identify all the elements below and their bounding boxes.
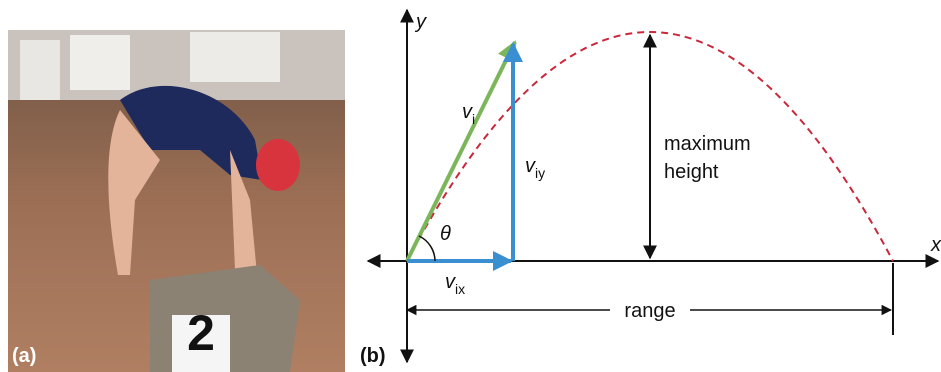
max-height-line1: maximum bbox=[664, 133, 751, 155]
y-axis-label: y bbox=[414, 11, 427, 33]
max-height-line2: height bbox=[664, 161, 719, 183]
range-label: range bbox=[624, 300, 675, 322]
vi-label: vi bbox=[462, 101, 475, 127]
vix-sub: ix bbox=[455, 281, 465, 297]
diagram-label: (b) bbox=[360, 345, 386, 367]
viy-label: viy bbox=[525, 155, 545, 181]
vi-sub: i bbox=[472, 111, 475, 127]
angle-label: θ bbox=[440, 223, 451, 245]
viy-sub: iy bbox=[535, 165, 545, 181]
initial-velocity bbox=[407, 42, 515, 261]
x-axis-label: x bbox=[930, 234, 941, 256]
angle-arc bbox=[419, 236, 435, 261]
photo-label: (a) bbox=[12, 345, 36, 367]
block-number: 2 bbox=[187, 305, 215, 361]
photo: 2 (a) bbox=[8, 30, 345, 372]
figure: 2 (a) y x vi viy vix θ maximum height ra… bbox=[0, 0, 941, 372]
vix-label: vix bbox=[445, 271, 465, 297]
